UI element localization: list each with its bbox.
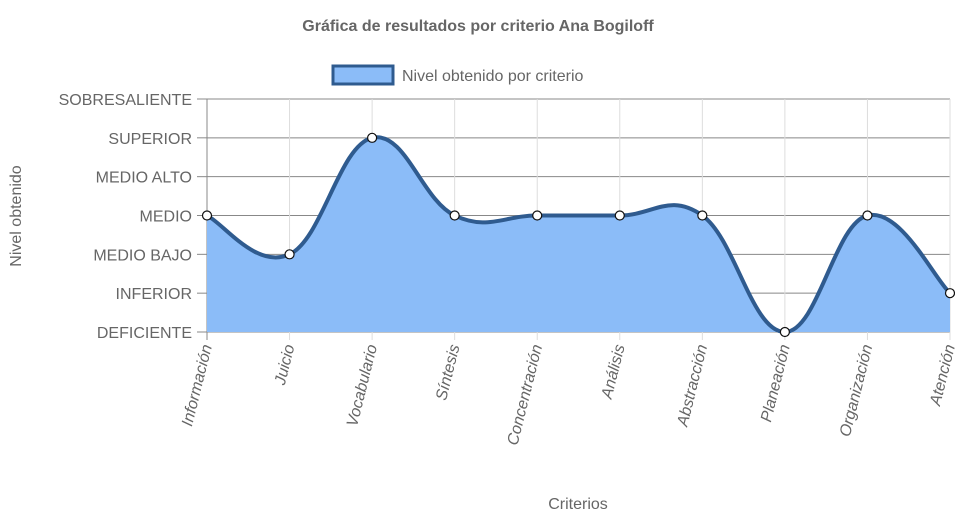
series-area xyxy=(207,137,950,332)
y-tick-label: INFERIOR xyxy=(116,286,192,303)
y-axis-ticks: DEFICIENTE INFERIOR MEDIO BAJO MEDIO MEDIO A… xyxy=(59,92,192,342)
x-tick-label: Juicio xyxy=(272,343,299,388)
data-point[interactable] xyxy=(284,249,295,260)
y-tick-label: SOBRESALIENTE xyxy=(59,92,192,109)
chart-title: Gráfica de resultados por criterio Ana B… xyxy=(302,18,654,35)
y-tick-label: MEDIO ALTO xyxy=(96,170,192,187)
x-tick-label: Concentración xyxy=(505,343,546,447)
data-point[interactable] xyxy=(862,210,873,221)
x-axis-title: Criterios xyxy=(548,496,608,513)
x-tick-label: Síntesis xyxy=(433,343,463,402)
series-line xyxy=(206,135,952,334)
data-point[interactable] xyxy=(697,210,708,221)
y-tick-label: SUPERIOR xyxy=(108,131,192,148)
x-tick-label: Información xyxy=(179,343,216,428)
y-tick-label: MEDIO xyxy=(140,209,192,226)
series xyxy=(206,135,952,334)
x-tick-label: Atención xyxy=(927,343,955,409)
x-tick-label: Abstracción xyxy=(674,343,711,429)
data-point[interactable] xyxy=(201,210,213,221)
x-tick-label: Vocabulario xyxy=(344,343,381,429)
x-tick-label: Análisis xyxy=(599,343,629,402)
data-point[interactable] xyxy=(367,132,378,143)
data-points xyxy=(201,132,955,338)
x-axis-ticks: Información Juicio Vocabulario Síntesis Conc… xyxy=(179,343,955,447)
y-tick-label: MEDIO BAJO xyxy=(93,247,192,264)
y-axis-title: Nivel obtenido xyxy=(8,165,25,267)
x-tick-label: Planeación xyxy=(758,343,794,424)
x-tick-label: Organización xyxy=(837,343,876,439)
data-point[interactable] xyxy=(779,326,790,338)
data-point[interactable] xyxy=(614,210,625,221)
data-point[interactable] xyxy=(449,210,460,221)
data-point[interactable] xyxy=(944,288,955,299)
data-point[interactable] xyxy=(532,210,543,221)
legend[interactable]: Nivel obtenido por criterio xyxy=(331,64,584,86)
legend-label: Nivel obtenido por criterio xyxy=(402,68,584,85)
legend-swatch xyxy=(331,64,395,86)
y-tick-label: DEFICIENTE xyxy=(97,325,192,342)
